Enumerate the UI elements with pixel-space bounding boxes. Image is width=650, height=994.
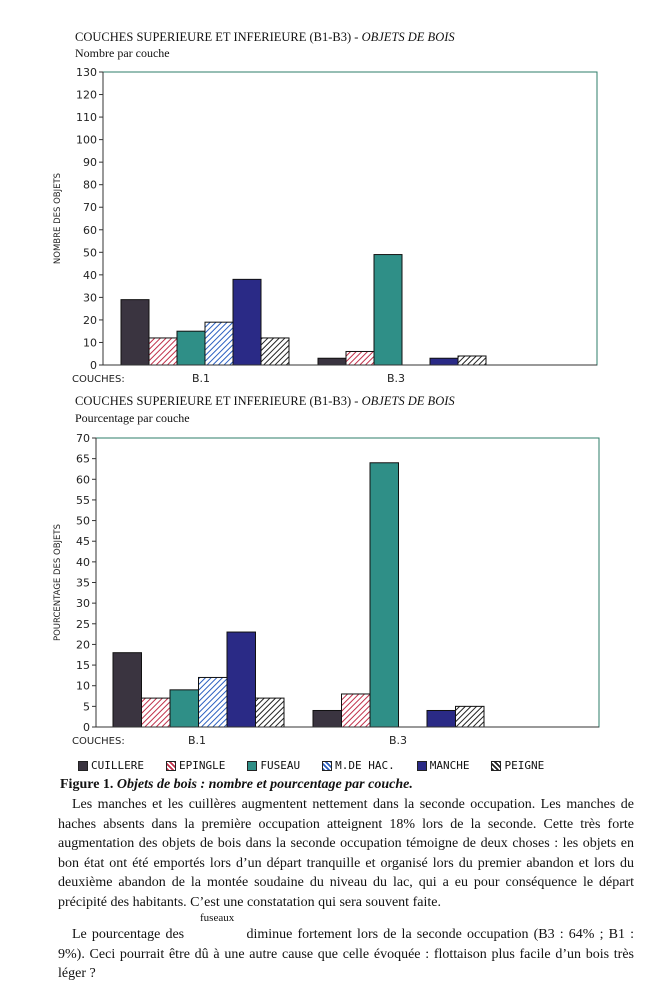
x-tick-label: B.1 <box>192 372 210 385</box>
y-tick-label: 10 <box>83 336 97 349</box>
y-axis-label: NOMBRE DES OBJETS <box>53 173 63 264</box>
y-tick-label: 110 <box>76 111 97 124</box>
y-axis-label: POURCENTAGE DES OBJETS <box>53 524 63 641</box>
legend-label: EPINGLE <box>178 759 226 772</box>
bar-epingle-b1 <box>148 337 178 366</box>
x-tick-label: B.3 <box>387 372 405 385</box>
x-axis-label: COUCHES: <box>72 374 125 385</box>
legend-label: CUILLERE <box>91 759 144 772</box>
caption-text: Objets de bois : nombre et pourcentage p… <box>116 777 413 792</box>
x-axis-label: COUCHES: <box>72 736 125 747</box>
y-tick-label: 50 <box>76 515 90 528</box>
y-tick-label: 90 <box>83 156 97 169</box>
legend-item: MANCHE <box>416 759 470 772</box>
legend-item: FUSEAU <box>247 759 300 772</box>
y-tick-label: 60 <box>76 473 90 486</box>
bar-epingle-b3 <box>341 693 371 728</box>
body-paragraph-1: Les manches et les cuillères augmentent … <box>58 795 634 912</box>
legend-label: FUSEAU <box>260 759 301 772</box>
chart-legend: CUILLERE EPINGLE FUSEAU M.DE HAC. MANCHE… <box>78 759 544 772</box>
bar-epingle-b1 <box>141 697 171 728</box>
legend-swatch <box>491 760 502 771</box>
bar-fuseau-b1 <box>169 689 199 728</box>
y-tick-label: 0 <box>83 721 90 734</box>
bar-manche-b1 <box>226 631 256 728</box>
y-tick-label: 80 <box>83 179 97 192</box>
bar-fuseau-b3 <box>373 254 403 366</box>
bar-cuillere-b1 <box>112 652 142 728</box>
y-tick-label: 40 <box>83 269 97 282</box>
chart2-plot: 0 5 10 15 20 25 30 35 40 45 50 55 60 65 70 POURCENTAGE … <box>53 432 600 747</box>
y-tick-label: 55 <box>76 494 90 507</box>
bar-cuillere-b3 <box>312 709 342 728</box>
legend-item: M.DE HAC. <box>322 759 395 772</box>
x-tick-label: B.3 <box>389 734 407 747</box>
bar-peigne-b1 <box>260 337 290 366</box>
bar-mdehac-b1 <box>204 321 234 366</box>
chart1-subtitle: Nombre par couche <box>75 46 170 60</box>
caption-label: Figure 1. <box>60 777 114 792</box>
legend-swatch <box>416 760 427 771</box>
legend-swatch <box>78 760 88 771</box>
y-tick-label: 30 <box>83 291 97 304</box>
y-tick-label: 10 <box>76 680 90 693</box>
superscript-word: fuseaux <box>200 912 235 924</box>
paragraph-text: Les manches et les cuillères augmentent … <box>58 797 634 910</box>
y-tick-label: 50 <box>83 246 97 259</box>
chart1-plot: 0 10 20 30 40 50 60 70 80 90 100 110 120 130 NOMBRE DE… <box>53 66 598 385</box>
legend-swatch <box>322 760 333 771</box>
chart1-title: COUCHES SUPERIEURE ET INFERIEURE (B1-B3)… <box>75 30 455 44</box>
y-tick-label: 20 <box>83 314 97 327</box>
bar-cuillere-b1 <box>120 299 150 366</box>
legend-swatch <box>165 760 176 771</box>
legend-label: M.DE HAC. <box>335 759 395 772</box>
y-tick-label: 70 <box>83 201 97 214</box>
y-tick-label: 60 <box>83 224 97 237</box>
y-tick-label: 30 <box>76 597 90 610</box>
bar-peigne-b3 <box>455 705 485 728</box>
legend-item: EPINGLE <box>165 759 226 772</box>
y-tick-label: 5 <box>83 700 90 713</box>
body-paragraph-2: Le pourcentage des diminue fortement lor… <box>58 925 634 984</box>
bar-manche-b3 <box>426 709 456 728</box>
y-tick-label: 45 <box>76 535 90 548</box>
legend-label: MANCHE <box>429 759 470 772</box>
y-tick-label: 100 <box>76 134 97 147</box>
y-tick-label: 65 <box>76 453 90 466</box>
paragraph-text: Le pourcentage des <box>72 927 185 942</box>
y-tick-label: 120 <box>76 89 97 102</box>
legend-item: PEIGNE <box>491 759 544 772</box>
chart2-title: COUCHES SUPERIEURE ET INFERIEURE (B1-B3)… <box>75 394 455 408</box>
y-tick-label: 130 <box>76 66 97 79</box>
bar-peigne-b1 <box>255 697 285 728</box>
plot-frame <box>95 437 600 728</box>
bar-fuseau-b3 <box>369 462 399 728</box>
bar-mdehac-b1 <box>198 676 228 728</box>
y-tick-label: 20 <box>76 638 90 651</box>
legend-swatch <box>247 760 258 771</box>
y-tick-label: 0 <box>90 359 97 372</box>
y-tick-label: 35 <box>76 577 90 590</box>
figure-caption: Figure 1. Objets de bois : nombre et pou… <box>60 777 413 793</box>
y-tick-label: 15 <box>76 659 90 672</box>
legend-item: CUILLERE <box>78 759 144 772</box>
y-tick-label: 70 <box>76 432 90 445</box>
y-tick-label: 40 <box>76 556 90 569</box>
bar-manche-b1 <box>232 278 262 366</box>
paragraph-text: diminue fortement lors de la seconde occ… <box>58 927 635 981</box>
x-tick-label: B.1 <box>188 734 206 747</box>
chart2-subtitle: Pourcentage par couche <box>75 411 190 425</box>
legend-label: PEIGNE <box>504 759 545 772</box>
y-tick-label: 25 <box>76 618 90 631</box>
